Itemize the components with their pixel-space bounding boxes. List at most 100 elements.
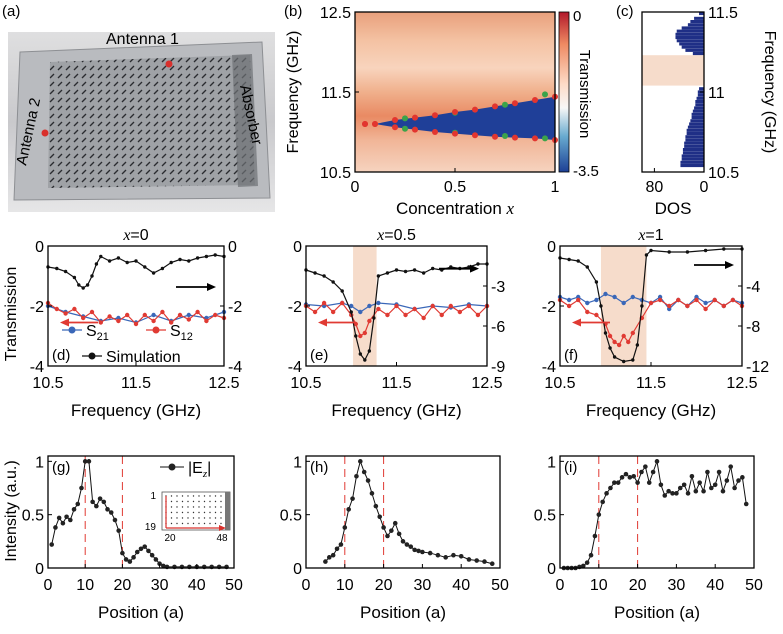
legend-s12-sub: 12 [181,331,193,343]
simulation-point-16 [421,271,426,275]
s12-point-12 [394,303,399,309]
ez-point-0 [49,542,55,547]
s12-point-2 [321,300,327,306]
panel-h-intensity: 0 10 20 30 40 50 0 0.5 1 Position (a) (h) [280,454,509,622]
simulation-point-14 [143,265,147,269]
y-tick-label: 0 [35,561,44,578]
ez-point-10 [600,499,605,505]
panel-label: (i) [564,459,577,476]
ez-point-24 [654,459,660,464]
ez-point-21 [404,542,410,547]
inset-rod [220,495,222,497]
dos-bar-8 [676,39,704,43]
ez-point-47 [743,501,749,507]
simulation-point-13 [394,268,399,272]
plot-frame [559,245,743,367]
ez-point-24 [138,546,144,552]
ez-point-41 [720,488,726,494]
panel-b-label: (b) [284,3,302,20]
legend-s12-label: S12 [170,323,193,343]
simulation-point-3 [331,280,335,284]
ez-point-3 [60,520,66,526]
gap-lower-sim-point-0 [362,121,368,127]
inset-rod [198,511,200,514]
ez-point-21 [127,559,133,564]
y2-tick-label: -4 [228,359,242,376]
simulation-point-21 [204,254,209,259]
legend-s12-base: S [170,323,181,340]
simulation-point-4 [340,289,344,293]
ez-point-11 [90,499,95,505]
dos-bar-32 [682,148,704,152]
simulation-point-8 [612,355,617,359]
y-tick-label: 0.5 [280,508,302,525]
s12-point-2 [63,311,68,316]
sim-axis-arrowhead [725,261,734,269]
x-tick-label: 20 [375,577,393,594]
dos-bar-24 [689,122,704,126]
panel-b-heatmap: (b) 0 0.5 1 10.5 11.5 12.5 Frequency (GHz) Co… [284,3,599,218]
title-var: x [637,227,645,244]
dos-bar-9 [679,42,704,46]
x-tick-label: 40 [452,577,470,594]
inset-rod [203,506,206,508]
simulation-point-12 [385,271,390,275]
gap-lower-sim-point-3 [412,126,418,133]
s12-point-15 [421,315,426,321]
simulation-point-14 [649,248,653,253]
y2-tick-label: -3 [491,279,505,296]
inset-rod [176,511,178,514]
simulation-point-19 [187,259,191,263]
ez-point-18 [116,528,121,533]
ez-point-9 [596,512,602,517]
s12-point-4 [81,315,86,321]
simulation-point-11 [635,343,640,347]
panel-c-label: (c) [616,3,634,20]
s12-point-9 [125,312,130,318]
title-var: x [122,227,130,244]
s12-point-7 [107,314,112,319]
s12-point-16 [186,317,191,322]
xlabel: Position (a) [98,603,184,622]
inset-rod [192,506,195,508]
simulation-point-15 [667,250,671,254]
plot-frame [305,455,501,569]
inset-rod [209,522,211,525]
inset-rod [220,506,222,508]
simulation-point-9 [99,254,103,259]
x-tick-label: 40 [188,577,206,594]
inset-rod [209,500,211,503]
ez-point-12 [608,485,613,491]
s21-point-6 [612,294,617,300]
trans-axis-arrowhead [572,318,581,327]
y-tick-label: 10.5 [320,165,351,182]
dos-bar-1 [694,16,704,20]
ez-point-27 [435,552,441,558]
legend-s21-base: S [86,323,97,340]
simulation-point-6 [354,334,358,338]
s12-point-20 [466,303,472,309]
ez-point-42 [724,478,730,483]
simulation-point-7 [358,352,362,356]
inset-rod [187,495,189,497]
ez-point-8 [354,473,359,479]
s12-point-6 [98,320,104,325]
ez-point-30 [458,553,464,559]
x-tick-label: 30 [668,577,686,594]
ez-point-32 [474,558,480,563]
simulation-point-12 [125,260,129,265]
simulation-point-11 [376,274,381,278]
inset-tick-48: 48 [216,533,228,544]
panel-label: (f) [564,347,578,364]
ez-point-10 [86,459,92,464]
heatmap-ticks: 0 0.5 1 10.5 11.5 12.5 [320,5,560,196]
ez-point-32 [685,491,691,496]
inset-tick-20: 20 [164,533,176,544]
s12-point-11 [385,312,390,318]
x-tick-label: 10 [76,577,94,594]
simulation-point-9 [367,349,372,353]
s12-point-5 [89,309,95,315]
ez-point-19 [396,531,402,537]
ez-point-16 [385,533,390,539]
